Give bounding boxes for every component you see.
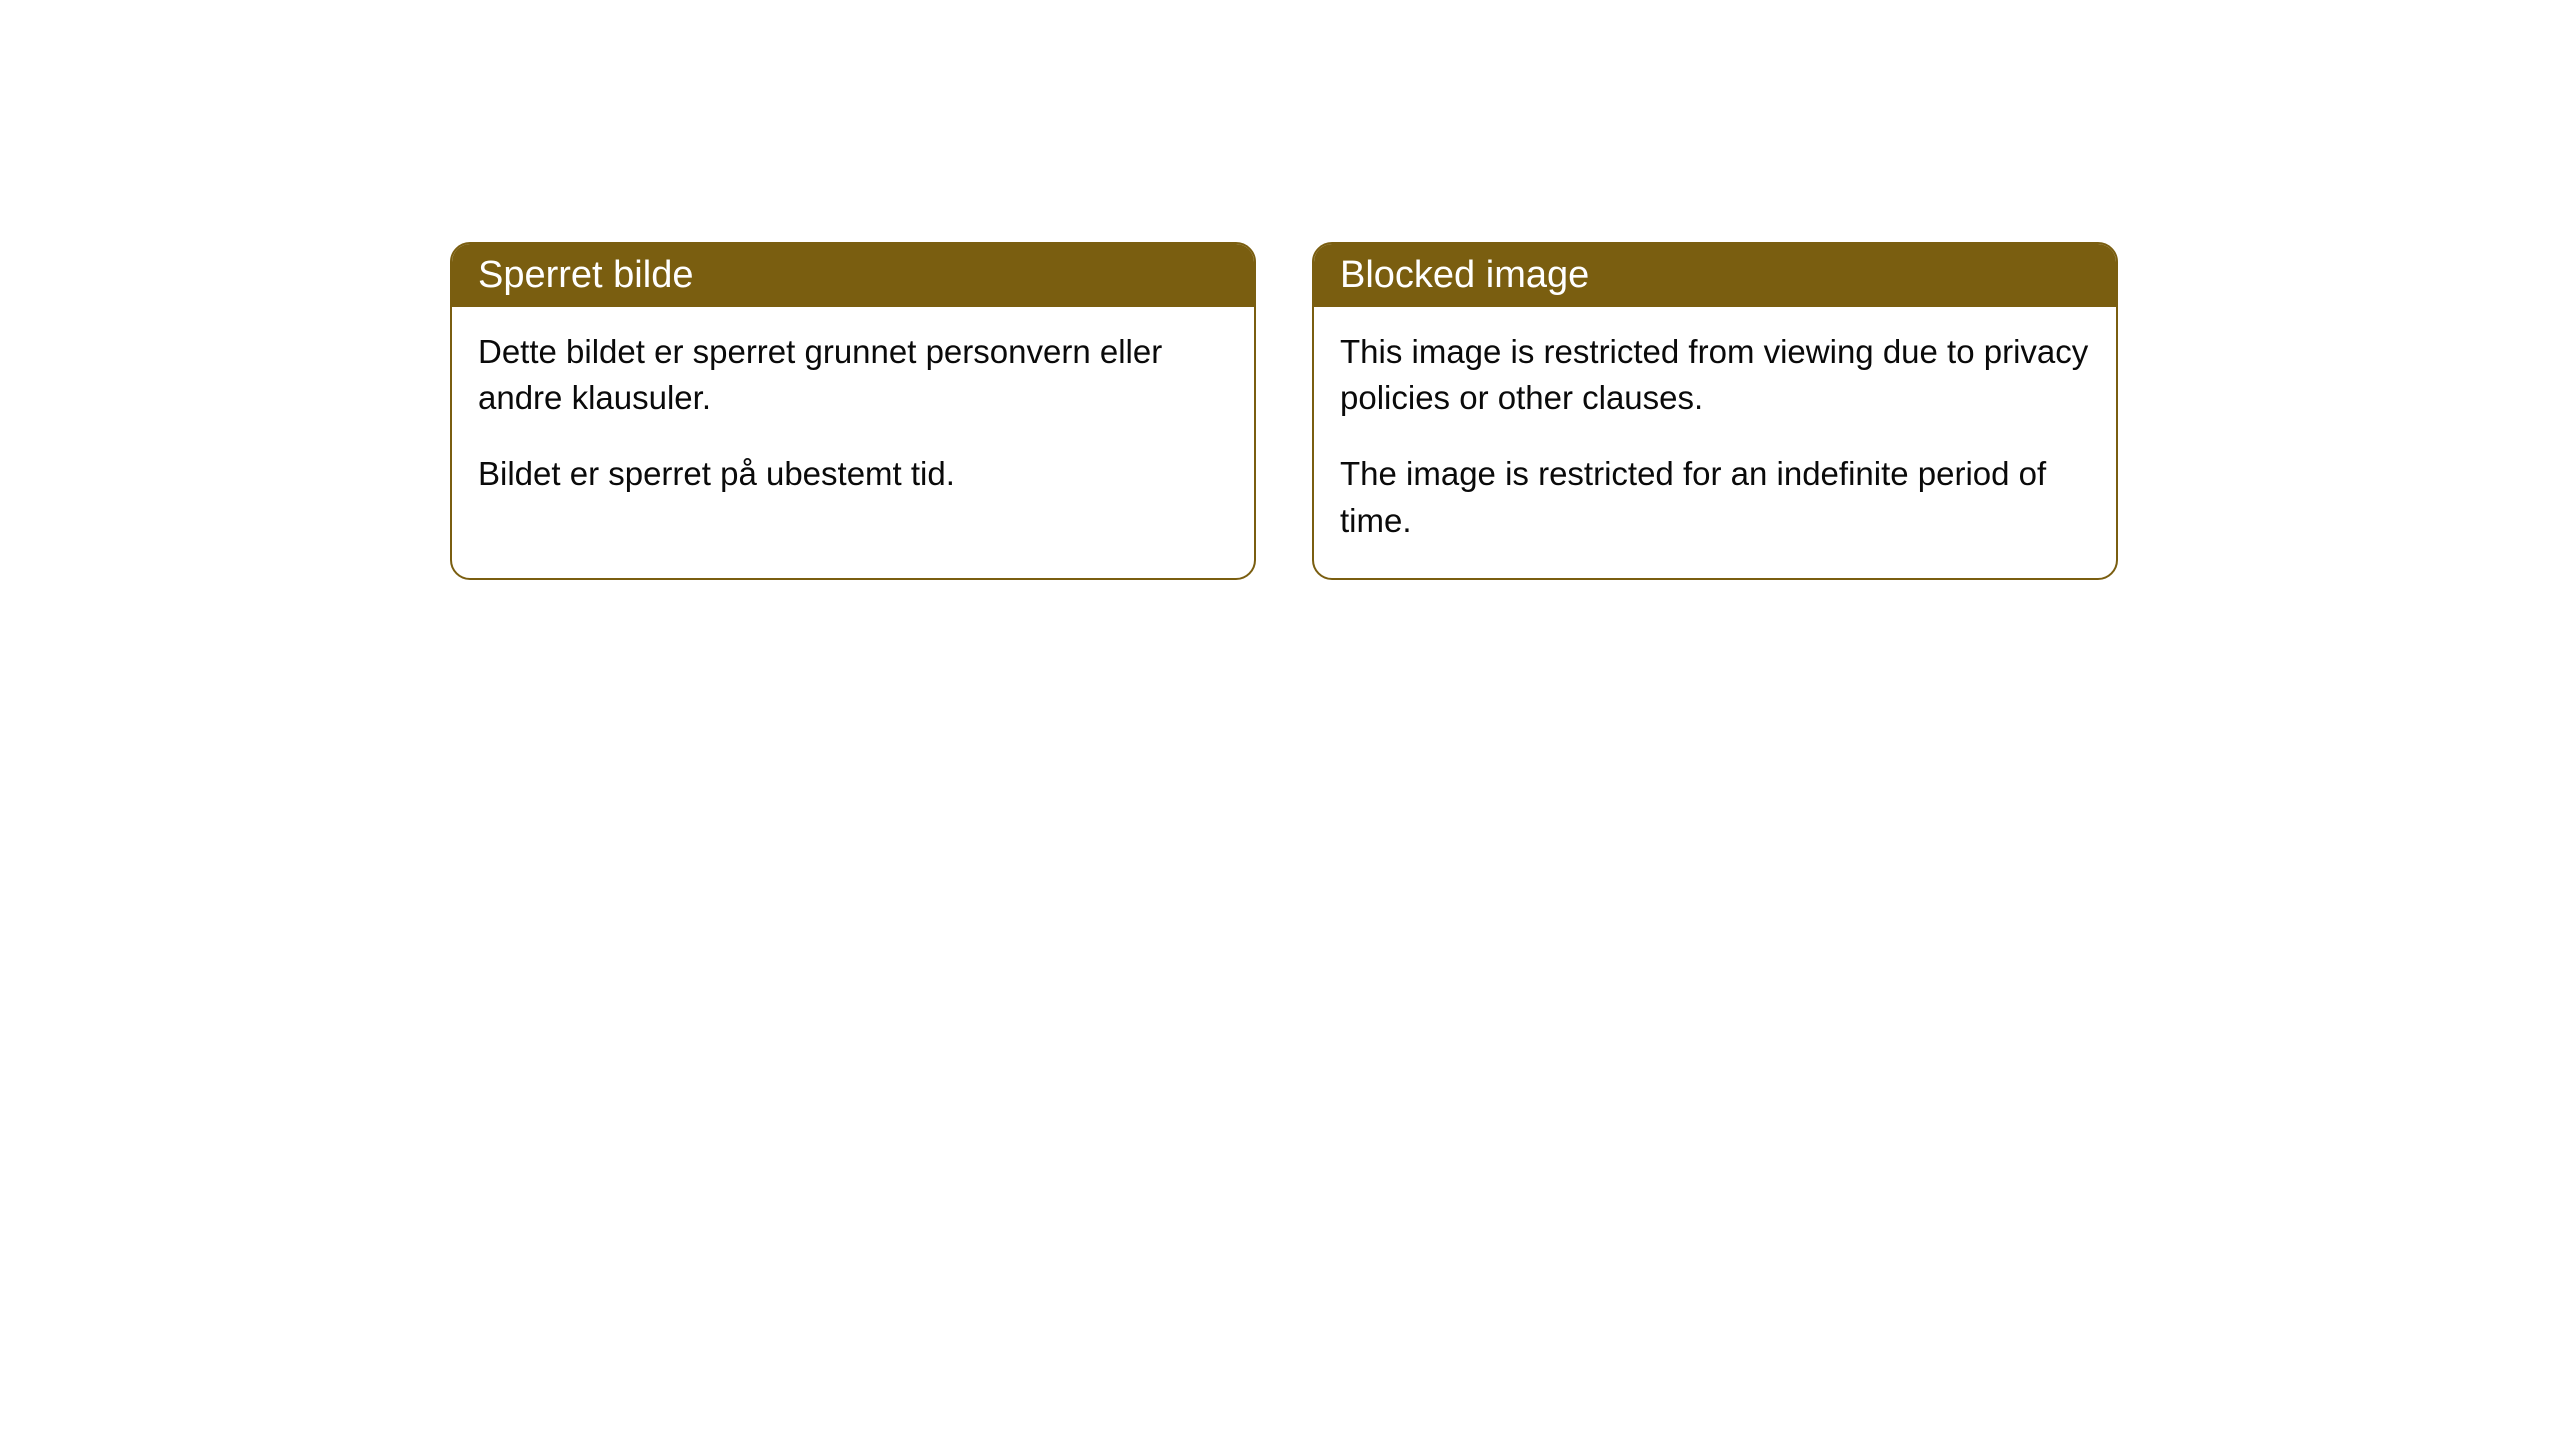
card-paragraph-1: Dette bildet er sperret grunnet personve…: [478, 329, 1228, 421]
card-paragraph-2: The image is restricted for an indefinit…: [1340, 451, 2090, 543]
cards-container: Sperret bilde Dette bildet er sperret gr…: [450, 242, 2118, 580]
card-restricted-image-english: Blocked image This image is restricted f…: [1312, 242, 2118, 580]
card-body: This image is restricted from viewing du…: [1314, 307, 2116, 578]
card-restricted-image-norwegian: Sperret bilde Dette bildet er sperret gr…: [450, 242, 1256, 580]
card-paragraph-1: This image is restricted from viewing du…: [1340, 329, 2090, 421]
card-header: Blocked image: [1314, 244, 2116, 307]
card-body: Dette bildet er sperret grunnet personve…: [452, 307, 1254, 532]
card-header: Sperret bilde: [452, 244, 1254, 307]
card-paragraph-2: Bildet er sperret på ubestemt tid.: [478, 451, 1228, 497]
